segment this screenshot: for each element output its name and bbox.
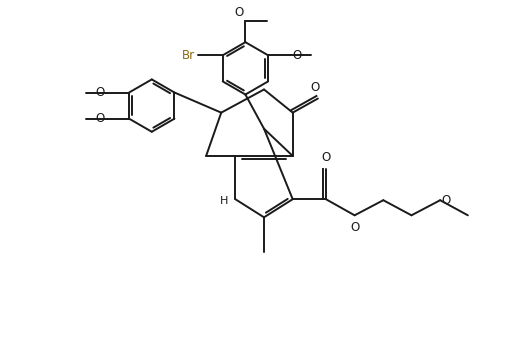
Text: O: O	[350, 222, 359, 234]
Text: O: O	[96, 86, 105, 99]
Text: H: H	[220, 196, 228, 206]
Text: O: O	[441, 194, 450, 207]
Text: Br: Br	[181, 49, 195, 62]
Text: O: O	[96, 112, 105, 125]
Text: O: O	[311, 80, 320, 93]
Text: O: O	[321, 151, 331, 164]
Text: O: O	[292, 49, 301, 62]
Text: O: O	[234, 6, 243, 19]
